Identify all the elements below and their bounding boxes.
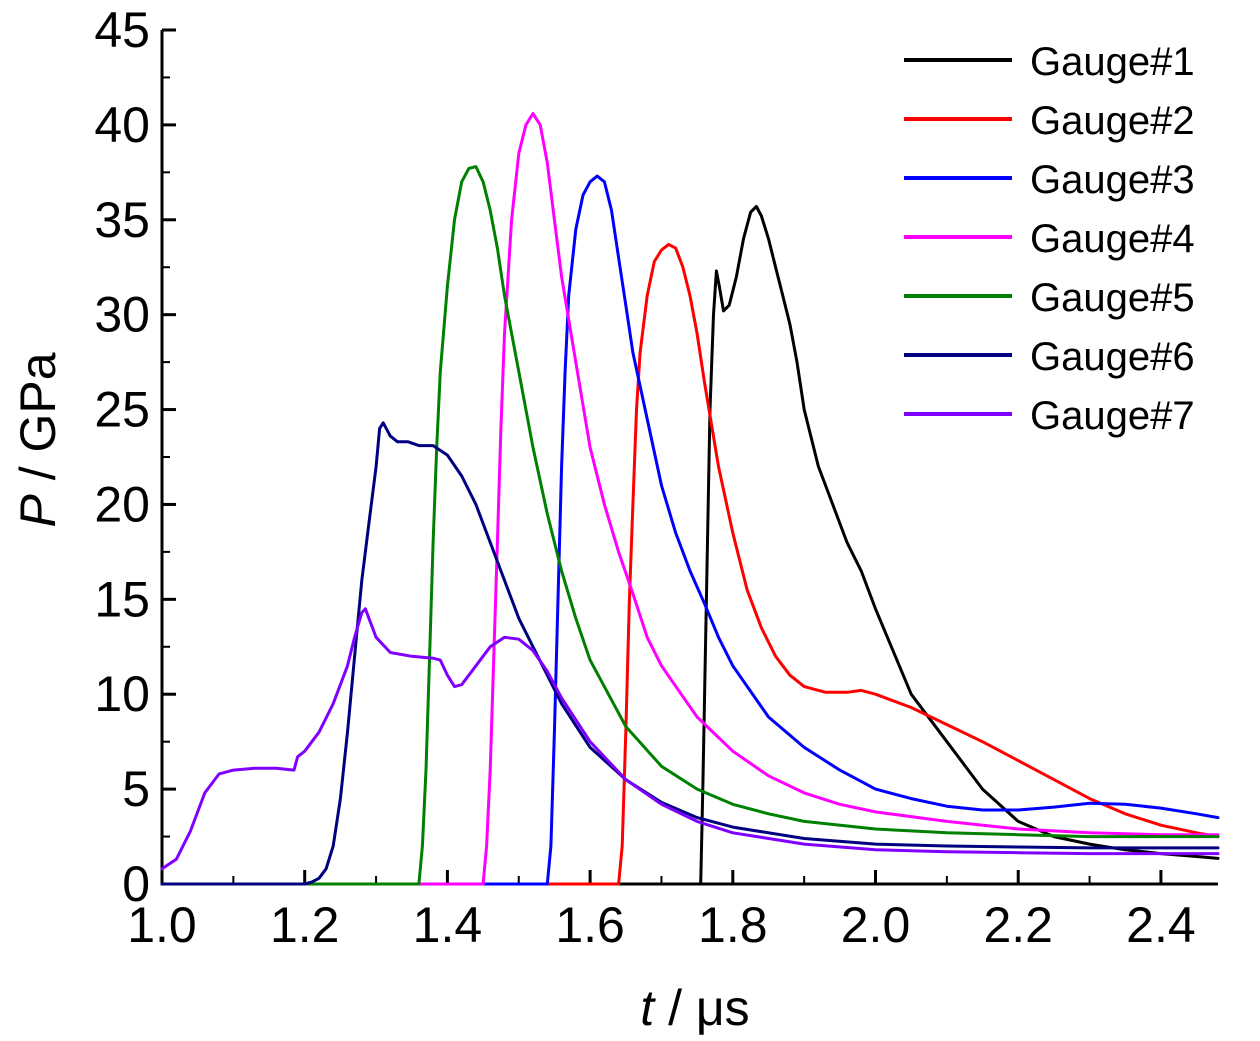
legend-label-gauge-5: Gauge#5 xyxy=(1030,276,1195,320)
x-tick-label: 1.0 xyxy=(127,897,197,953)
ticks xyxy=(160,28,1163,886)
series-line-gauge-6 xyxy=(160,421,1220,886)
y-axis-title: P / GPa xyxy=(10,352,66,527)
series-line-gauge-2 xyxy=(160,242,1220,886)
x-axis-unit: / μs xyxy=(654,980,749,1036)
y-tick-label: 25 xyxy=(94,382,150,438)
x-tick-label: 2.2 xyxy=(983,897,1053,953)
x-tick-label: 1.6 xyxy=(555,897,625,953)
y-tick-label: 0 xyxy=(122,856,150,912)
y-axis-unit: / GPa xyxy=(10,352,66,494)
y-tick-label: 20 xyxy=(94,476,150,532)
x-tick-label: 1.2 xyxy=(270,897,340,953)
y-tick-label: 35 xyxy=(94,192,150,248)
x-tick-label: 1.8 xyxy=(698,897,768,953)
series-line-gauge-1 xyxy=(160,205,1220,886)
legend-label-gauge-4: Gauge#4 xyxy=(1030,217,1195,261)
tick-labels: 0 5 10 15 20 25 30 35 40 45 1.0 1.2 1.4 1.6 1.8 2.0 2.2 2… xyxy=(94,2,1195,953)
y-tick-label: 5 xyxy=(122,761,150,817)
legend-label-gauge-2: Gauge#2 xyxy=(1030,99,1195,143)
y-tick-label: 30 xyxy=(94,287,150,343)
y-tick-label: 40 xyxy=(94,97,150,153)
x-axis-title: t / μs xyxy=(640,980,749,1036)
series-line-gauge-3 xyxy=(160,174,1220,886)
series-line-gauge-4 xyxy=(160,112,1220,886)
legend-label-gauge-1: Gauge#1 xyxy=(1030,40,1195,84)
x-tick-label: 2.4 xyxy=(1126,897,1196,953)
series-line-gauge-5 xyxy=(160,165,1220,886)
x-axis-variable: t xyxy=(640,980,656,1036)
legend: Gauge#1 Gauge#2 Gauge#3 Gauge#4 Gauge#5 Gauge… xyxy=(904,40,1195,438)
y-tick-label: 15 xyxy=(94,571,150,627)
x-tick-label: 2.0 xyxy=(841,897,911,953)
y-tick-label: 10 xyxy=(94,666,150,722)
x-tick-label: 1.4 xyxy=(413,897,483,953)
legend-label-gauge-3: Gauge#3 xyxy=(1030,158,1195,202)
series-line-gauge-7 xyxy=(160,607,1220,871)
legend-label-gauge-7: Gauge#7 xyxy=(1030,394,1195,438)
y-tick-label: 45 xyxy=(94,2,150,58)
y-axis-variable: P xyxy=(10,494,66,528)
series-lines xyxy=(160,112,1220,886)
legend-label-gauge-6: Gauge#6 xyxy=(1030,335,1195,379)
